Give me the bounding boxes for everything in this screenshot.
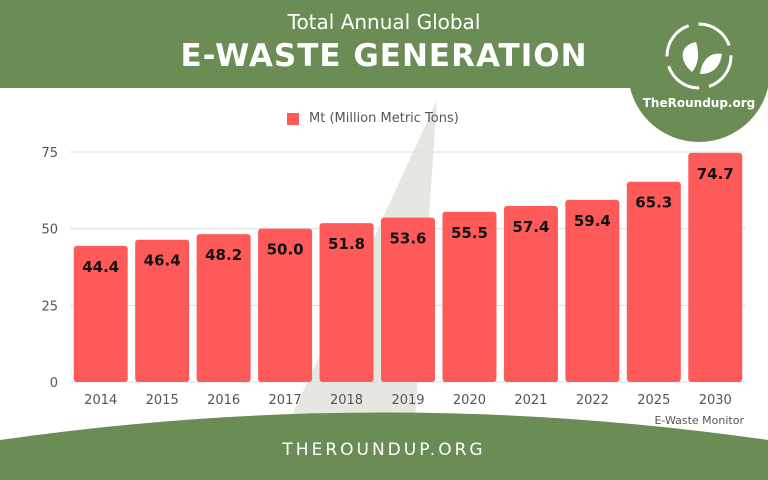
x-tick-label: 2025 [637,393,670,408]
footer-text: THEROUNDUP.ORG [282,440,486,460]
x-tick-label: 2020 [453,393,486,408]
chart-title: E-WASTE GENERATION [180,38,588,74]
y-tick-label: 0 [50,376,58,391]
y-tick-label: 50 [41,223,58,238]
data-label: 46.4 [144,252,181,270]
data-label: 51.8 [328,235,365,253]
bar [196,234,251,382]
x-tick-label: 2019 [391,393,424,408]
footer-band [0,412,768,480]
bar [565,199,620,382]
bar [135,239,190,382]
bar [442,211,497,382]
source-note: E-Waste Monitor [654,414,744,427]
y-tick-label: 75 [41,146,58,161]
legend-swatch [287,112,299,125]
data-label: 59.4 [574,212,611,230]
data-label: 55.5 [451,224,488,242]
data-label: 74.7 [697,165,734,183]
x-tick-label: 2030 [699,393,732,408]
x-tick-label: 2022 [576,393,609,408]
x-tick-label: 2014 [84,393,117,408]
bar [688,152,743,382]
bar [319,223,374,382]
x-tick-label: 2016 [207,393,240,408]
data-label: 65.3 [635,194,672,212]
logo-text: TheRoundup.org [642,96,756,110]
recycle-leaf-icon [665,22,733,90]
bar [626,181,681,382]
legend-label: Mt (Million Metric Tons) [309,111,459,126]
bar [381,217,435,382]
data-label: 48.2 [205,246,242,264]
x-tick-label: 2018 [330,393,363,408]
data-label: 57.4 [512,218,549,236]
bar [258,228,313,382]
x-tick-label: 2015 [146,393,179,408]
chart-subtitle: Total Annual Global [287,10,481,34]
y-tick-label: 25 [41,299,58,314]
logo-circle [628,0,768,142]
bar [73,245,128,382]
bar [503,205,558,382]
legend: Mt (Million Metric Tons) [287,111,459,126]
x-tick-label: 2017 [269,393,302,408]
data-label: 44.4 [82,258,119,276]
x-tick-label: 2021 [514,393,547,408]
data-label: 50.0 [267,241,304,259]
data-label: 53.6 [389,230,426,248]
